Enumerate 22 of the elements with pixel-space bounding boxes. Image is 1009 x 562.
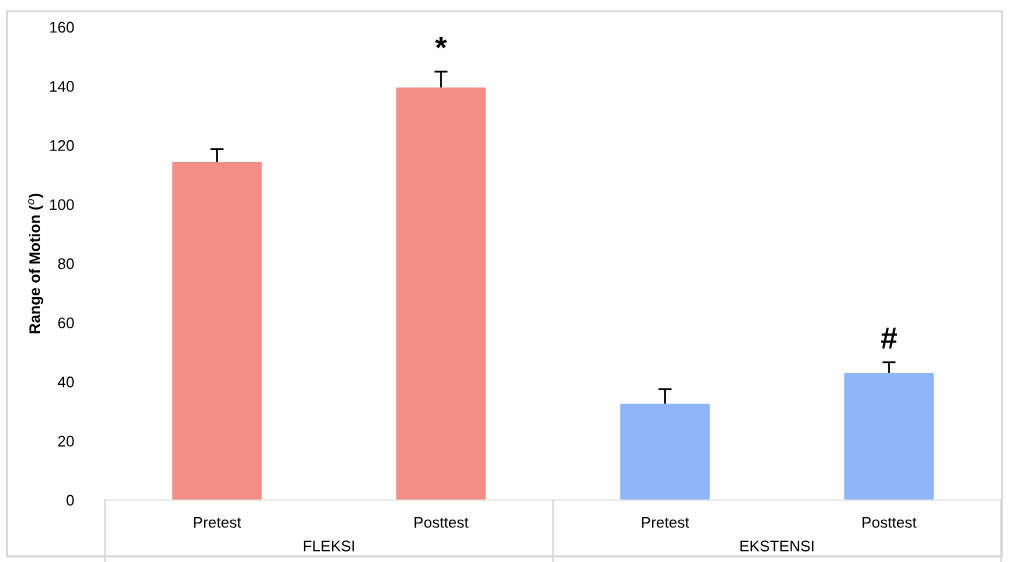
x-tick-label: Posttest: [862, 517, 917, 528]
y-tick-label: 20: [58, 435, 74, 447]
data-label: #: [881, 327, 897, 349]
bar: [620, 403, 710, 500]
y-tick-label: 40: [57, 376, 74, 388]
y-tick-label: 60: [58, 317, 74, 329]
y-axis-title: Range of Motion ($^{o}$): [28, 193, 44, 334]
y-tick-label: 100: [50, 199, 74, 211]
y-tick-label: 140: [50, 80, 74, 92]
x-tick-label: Posttest: [414, 517, 469, 528]
bar: [172, 162, 262, 500]
bar: [844, 372, 934, 500]
y-tick-label: 120: [50, 140, 74, 151]
x-tick-label: Pretest: [194, 517, 242, 528]
data-label: *: [435, 36, 447, 49]
y-tick-label: 160: [50, 21, 74, 33]
y-tick-label: 80: [58, 258, 74, 270]
y-tick-label: 0: [66, 494, 74, 506]
text: EKSTENSI: [740, 540, 814, 552]
text: FLEKSI: [303, 540, 354, 552]
x-tick-label: Pretest: [642, 517, 690, 528]
bar: [396, 87, 486, 500]
